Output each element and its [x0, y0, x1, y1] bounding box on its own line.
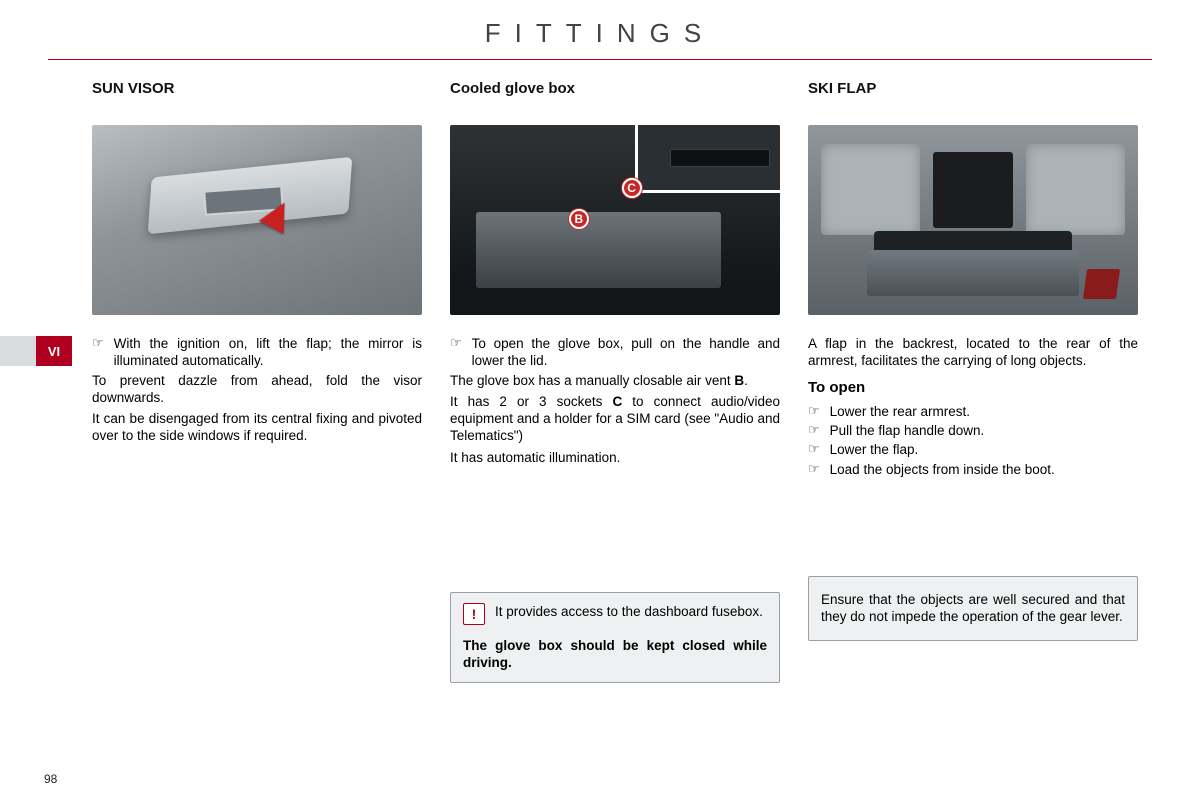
page-number: 98 — [44, 772, 57, 786]
pointer-icon: ☞ — [808, 441, 820, 458]
bullet-text: With the ignition on, lift the flap; the… — [114, 335, 422, 370]
bullet-item: ☞ Load the objects from inside the boot. — [808, 461, 1138, 478]
warning-box: ! It provides access to the dashboard fu… — [450, 592, 780, 683]
glove-compartment — [476, 212, 720, 288]
armrest-tray — [867, 250, 1078, 296]
pointer-icon: ☞ — [808, 422, 820, 439]
paragraph: The glove box has a manually closable ai… — [450, 372, 780, 389]
text-run: The glove box has a manually closable ai… — [450, 373, 734, 388]
bullet-item: ☞ To open the glove box, pull on the han… — [450, 335, 780, 370]
advice-box: Ensure that the objects are well secured… — [808, 576, 1138, 641]
paragraph: It has automatic illumination. — [450, 449, 780, 466]
photo-glove-box: C B — [450, 125, 780, 315]
bullet-item: ☞ With the ignition on, lift the flap; t… — [92, 335, 422, 370]
pointer-icon: ☞ — [808, 403, 820, 420]
pointer-icon: ☞ — [450, 335, 462, 370]
bullet-text: Load the objects from inside the boot. — [830, 461, 1055, 478]
photo-sun-visor — [92, 125, 422, 315]
bold-ref: B — [734, 373, 744, 388]
warning-icon: ! — [463, 603, 485, 625]
paragraph: A flap in the backrest, located to the r… — [808, 335, 1138, 370]
text-run: It has 2 or 3 sockets — [450, 394, 612, 409]
seat-left — [821, 144, 920, 235]
section-marker: VI — [36, 336, 72, 366]
heading-ski-flap: SKI FLAP — [808, 80, 1138, 97]
marker-b: B — [569, 209, 589, 229]
bullet-text: Lower the flap. — [830, 441, 919, 458]
paragraph: It can be disengaged from its central fi… — [92, 410, 422, 445]
bullet-item: ☞ Lower the rear armrest. — [808, 403, 1138, 420]
section-side-tab: VI — [0, 336, 72, 366]
paragraph: To prevent dazzle from ahead, fold the v… — [92, 372, 422, 407]
bold-ref: C — [612, 394, 622, 409]
column-glove-box: Cooled glove box C B ☞ To open the glove… — [450, 80, 780, 683]
bullet-item: ☞ Lower the flap. — [808, 441, 1138, 458]
marker-c: C — [622, 178, 642, 198]
info-area: Ensure that the objects are well secured… — [808, 576, 1138, 641]
tab-spacer — [0, 336, 36, 366]
heading-glove-box: Cooled glove box — [450, 80, 780, 97]
paragraph: It has 2 or 3 sockets C to connect audio… — [450, 393, 780, 445]
bullet-text: Pull the flap handle down. — [830, 422, 985, 439]
subheading-to-open: To open — [808, 378, 1138, 397]
text-ski-flap: A flap in the backrest, located to the r… — [808, 335, 1138, 478]
bullet-text: Lower the rear armrest. — [830, 403, 970, 420]
bullet-text: To open the glove box, pull on the handl… — [472, 335, 780, 370]
seat-buckle — [1083, 269, 1120, 299]
heading-sun-visor: SUN VISOR — [92, 80, 422, 97]
warning-strong: The glove box should be kept closed whil… — [463, 637, 767, 672]
warning-text: It provides access to the dashboard fuse… — [495, 603, 763, 621]
text-run: . — [744, 373, 748, 388]
pointer-icon: ☞ — [92, 335, 104, 370]
content-columns: SUN VISOR ☞ With the ignition on, lift t… — [0, 60, 1200, 683]
bullet-item: ☞ Pull the flap handle down. — [808, 422, 1138, 439]
column-ski-flap: SKI FLAP A flap in the backrest, located… — [808, 80, 1138, 683]
text-sun-visor: ☞ With the ignition on, lift the flap; t… — [92, 335, 422, 445]
info-area: ! It provides access to the dashboard fu… — [450, 592, 780, 683]
text-glove-box: ☞ To open the glove box, pull on the han… — [450, 335, 780, 466]
glove-inset — [635, 125, 780, 193]
column-sun-visor: SUN VISOR ☞ With the ignition on, lift t… — [92, 80, 422, 683]
seat-right — [1026, 144, 1125, 235]
ski-flap-opening — [933, 152, 1012, 228]
page-title: FITTINGS — [0, 0, 1200, 49]
photo-ski-flap — [808, 125, 1138, 315]
pointer-icon: ☞ — [808, 461, 820, 478]
